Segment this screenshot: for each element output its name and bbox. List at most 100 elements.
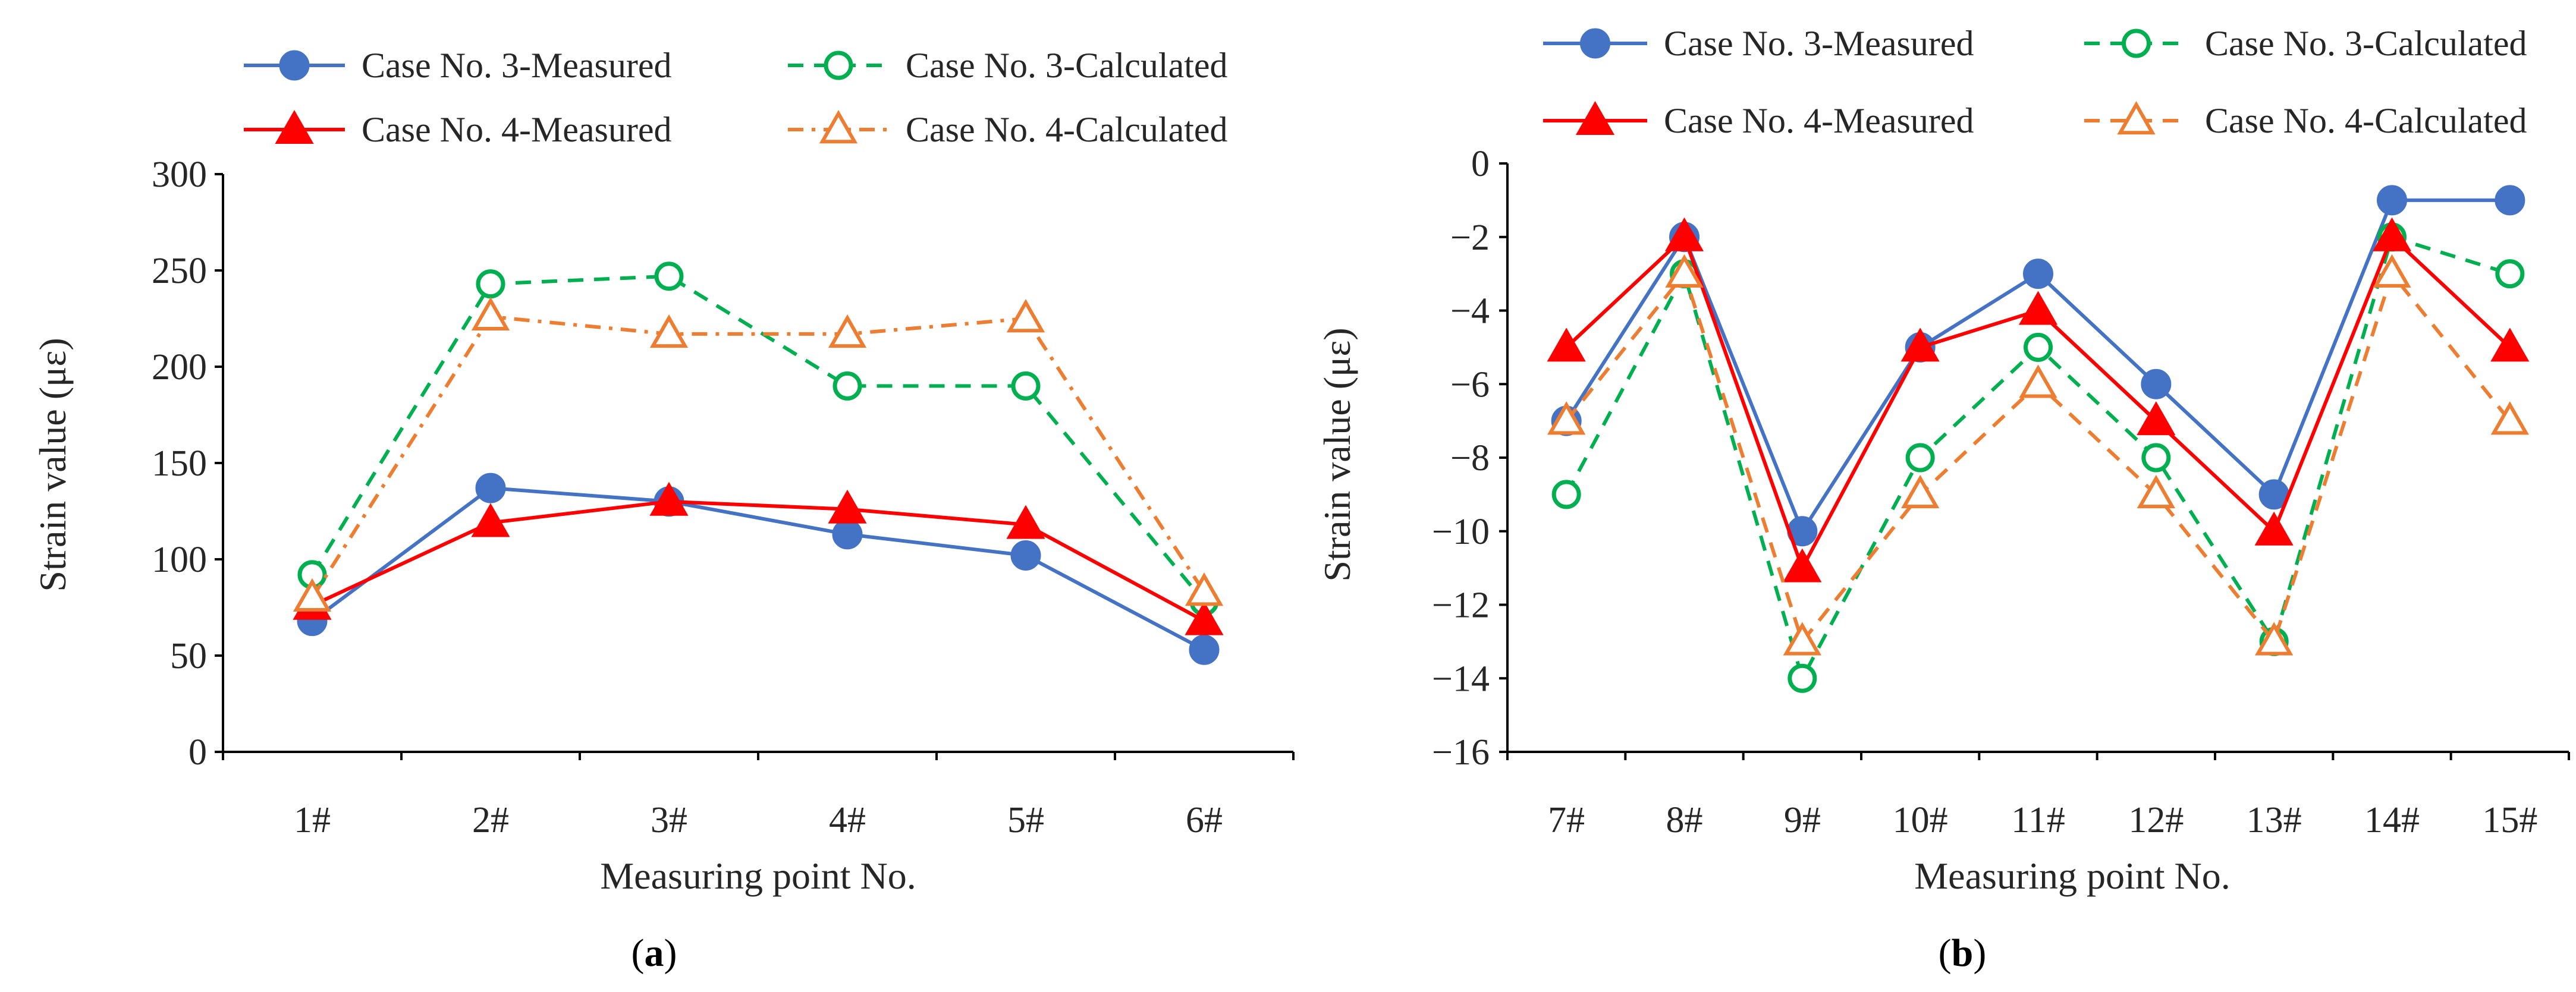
panel-a-series-3-point — [471, 503, 510, 537]
panel-a-legend-swatch-marker — [279, 50, 310, 81]
panel-a-legend-swatch-marker — [275, 109, 314, 144]
panel-a-axes — [222, 174, 1293, 753]
panel-b-series-2-point — [1551, 480, 1581, 509]
panel-b-legend-entry-4: Case No. 4-Calculated — [2084, 100, 2527, 140]
panel-a-series-4 — [293, 297, 1224, 612]
panel-b-series-4-point — [2019, 364, 2057, 398]
panel-b-y-tick-label: −10 — [1432, 512, 1490, 552]
panel-b-x-tick-label: 9# — [1784, 800, 1821, 840]
panel-a-series-1-line — [311, 486, 1205, 651]
panel-a-y-tick-label: 100 — [152, 540, 207, 580]
panel-b-x-tick-label: 13# — [2247, 800, 2302, 840]
panel-a-chart: Case No. 3-Measured Case No. 3-Calculated… — [32, 46, 1295, 975]
panel-b-series-4-point — [2254, 622, 2294, 656]
panel-b-legend-label: Case No. 4-Measured — [1664, 101, 1974, 140]
panel-b-x-tick-label: 7# — [1548, 800, 1585, 840]
panel-a-legend-swatch-marker — [824, 51, 853, 80]
panel-a-label-letter: a — [645, 931, 664, 975]
svg-text:(a): (a) — [632, 931, 677, 975]
panel-a-legend: Case No. 3-Measured Case No. 3-Calculated… — [244, 46, 1228, 149]
panel-b-legend-entry-3: Case No. 4-Measured — [1543, 100, 1974, 140]
panel-b-y-axis-title: Strain value (με) — [1316, 327, 1358, 581]
panel-b-series-4-point — [1665, 254, 1704, 288]
panel-a-series-4-point — [471, 297, 510, 331]
panel-b-x-axis-title: Measuring point No. — [1914, 855, 2231, 897]
panel-a-y-tick-label: 300 — [152, 155, 207, 195]
panel-b-series-4 — [1547, 254, 2530, 656]
panel-b-series-2-point — [2141, 443, 2171, 473]
panel-a-series-2-point — [833, 371, 862, 401]
panel-a-series-1 — [297, 473, 1220, 665]
panel-a-y-tick-label: 200 — [152, 347, 207, 388]
panel-b-series-1-point — [2023, 259, 2053, 289]
panel-b-y-tick-label: −16 — [1432, 732, 1490, 773]
panel-a-series-1-point — [1010, 540, 1041, 571]
panel-b-y-tick-label: −14 — [1432, 659, 1490, 699]
svg-text:(b): (b) — [1939, 931, 1987, 975]
panel-a-legend-entry-3: Case No. 4-Measured — [244, 109, 672, 149]
panel-b-series-3-point — [1783, 548, 1822, 582]
panel-a-series-3-point — [1006, 505, 1045, 539]
panel-b-y-tick-label: −8 — [1450, 438, 1490, 478]
panel-a-series — [293, 262, 1224, 665]
panel-a-series-3-point — [1185, 601, 1224, 635]
panel-a-series-4-point — [1006, 298, 1045, 333]
panel-a-y-tick-label: 50 — [170, 636, 207, 676]
panel-b-x-tick-label: 12# — [2128, 800, 2184, 840]
panel-b-y-tick-label: −2 — [1450, 218, 1490, 258]
panel-a-series-2-line — [310, 274, 1206, 603]
panel-a-legend-label: Case No. 3-Measured — [362, 46, 672, 85]
panel-a-legend-label: Case No. 3-Calculated — [906, 46, 1228, 85]
panel-a-x-tick-label: 1# — [294, 800, 331, 840]
panel-b-legend-label: Case No. 3-Calculated — [2205, 24, 2527, 63]
panel-a-series-1-point — [475, 473, 506, 503]
panel-b-series-4-point — [2490, 401, 2530, 435]
panel-a-series-2-point — [654, 262, 684, 291]
panel-b-chart: Case No. 3-Measured Case No. 3-Calculated… — [1316, 24, 2570, 975]
panel-a-series-4-point — [1185, 572, 1224, 606]
panel-a-x-axis-title: Measuring point No. — [600, 855, 916, 897]
panel-b-x-tick-label: 15# — [2482, 800, 2537, 840]
panel-b-series-3-point — [1664, 217, 1704, 251]
panel-b-y-tick-label: −4 — [1450, 291, 1490, 332]
panel-b-legend: Case No. 3-Measured Case No. 3-Calculated… — [1543, 24, 2527, 140]
panel-a-y-tick-label: 0 — [189, 732, 207, 773]
panel-a-series-4-point — [828, 314, 867, 348]
panel-b-ticks: 0 −2 −4 −6 −8 −10 −12 −14 −16 7# 8# 9# 10# 11# 12# 13# 1… — [1432, 144, 2570, 840]
panel-a-ticks: 0 50 100 150 200 250 300 1# 2# 3# 4# 5# 6# — [152, 155, 1295, 840]
panel-a-legend-label: Case No. 4-Calculated — [906, 110, 1228, 149]
panel-a-series-3-point — [649, 481, 689, 516]
panel-b-legend-swatch-marker — [2117, 100, 2156, 135]
panel-a-x-tick-label: 6# — [1186, 800, 1223, 840]
panel-a-legend-label: Case No. 4-Measured — [362, 110, 672, 149]
panel-b-series-3-point — [1900, 327, 1940, 362]
panel-b-x-tick-label: 10# — [1893, 800, 1948, 840]
panel-b-series-4-point — [1900, 474, 1940, 509]
panel-b-legend-entry-1: Case No. 3-Measured — [1543, 24, 1974, 63]
panel-a-series-3-point — [828, 489, 867, 524]
panel-a-x-tick-label: 3# — [651, 800, 687, 840]
panel-b-series-1-point — [2141, 369, 2172, 399]
panel-a-series-2-point — [476, 269, 505, 299]
panel-a-legend-swatch-marker — [819, 109, 858, 144]
panel-a-series-3 — [293, 481, 1224, 635]
panel-b-legend-label: Case No. 3-Measured — [1664, 24, 1974, 63]
panel-a-legend-entry-2: Case No. 3-Calculated — [788, 46, 1228, 85]
panel-a-y-axis-title: Strain value (με) — [32, 338, 74, 591]
panel-b-series-4-point — [1783, 622, 1822, 656]
panel-b-legend-entry-2: Case No. 3-Calculated — [2084, 24, 2527, 63]
panel-b-x-tick-label: 11# — [2011, 800, 2065, 840]
panel-b-label-letter: b — [1952, 931, 1974, 975]
panel-a-x-tick-label: 5# — [1007, 800, 1044, 840]
panel-a-x-tick-label: 4# — [829, 800, 866, 840]
panel-b-series-1-point — [2377, 185, 2407, 216]
panel-b-series-4-line — [1565, 272, 2512, 644]
panel-a-series-3-line — [311, 499, 1205, 623]
panel-b-x-tick-label: 8# — [1666, 800, 1703, 840]
panel-b-series-2-point — [1788, 663, 1817, 693]
panel-b-label: (b) — [1939, 931, 1987, 975]
panel-b-series-4-point — [2373, 254, 2411, 288]
panel-b-series-3-point — [2490, 327, 2530, 362]
panel-b-series-3-point — [1547, 327, 1586, 362]
